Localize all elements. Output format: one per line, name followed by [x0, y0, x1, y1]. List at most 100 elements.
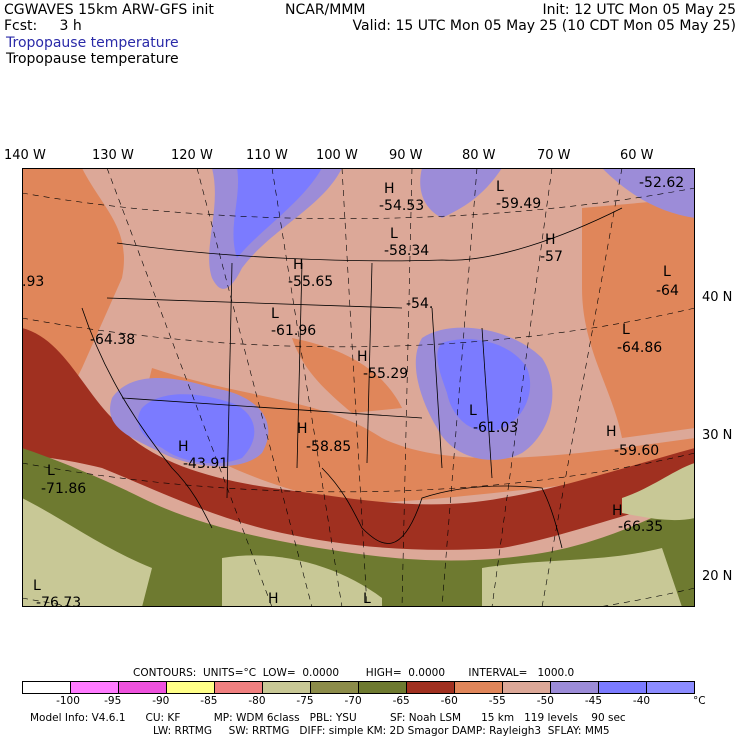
- lat-label-20n: 20 N: [702, 569, 733, 584]
- area-purple-northeast: [602, 168, 695, 218]
- legend-tick-3: -85: [200, 695, 218, 707]
- label-low-5: L: [622, 322, 630, 338]
- value-label-17: -59.60: [614, 443, 659, 459]
- legend-tick-8: -60: [440, 695, 458, 707]
- lon-label-130w: 130 W: [92, 148, 134, 163]
- label-high-6: H: [178, 439, 189, 455]
- init-time: Init: 12 UTC Mon 05 May 25: [542, 2, 736, 18]
- model-title: CGWAVES 15km ARW-GFS init: [4, 2, 214, 18]
- patch-tan-southwest: [22, 498, 152, 607]
- legend-tick-1: -95: [104, 695, 122, 707]
- label-high-7: H: [606, 424, 617, 440]
- value-label-15: -61.03: [473, 420, 518, 436]
- lon-label-140w: 140 W: [4, 148, 46, 163]
- patch-tan-south: [222, 555, 382, 607]
- lon-label-100w: 100 W: [316, 148, 358, 163]
- legend-swatch-5: [263, 682, 311, 693]
- lon-label-60w: 60 W: [620, 148, 654, 163]
- legend-swatch-13: [647, 682, 694, 693]
- area-blue-southwest: [138, 394, 255, 464]
- label-high-9: H: [268, 591, 279, 607]
- value-label-2: -59.49: [496, 196, 541, 212]
- value-label-9: -54.: [406, 296, 433, 312]
- legend-swatch-7: [359, 682, 407, 693]
- lon-label-70w: 70 W: [537, 148, 571, 163]
- value-label-5: -57: [540, 249, 563, 265]
- legend-swatch-3: [167, 682, 215, 693]
- label-low-4: L: [271, 306, 279, 322]
- value-label-12: -64.86: [617, 340, 662, 356]
- value-label-4: -58.34: [384, 243, 429, 259]
- label-low-8: L: [33, 578, 41, 594]
- legend-swatch-10: [503, 682, 551, 693]
- forecast-hour: Fcst: 3 h: [4, 18, 82, 34]
- color-legend-bar: [22, 681, 695, 694]
- value-label-7: .93: [22, 274, 44, 290]
- label-high-5: H: [297, 421, 308, 437]
- label-high-3: H: [293, 257, 304, 273]
- legend-swatch-12: [599, 682, 647, 693]
- contours-info: CONTOURS: UNITS=°C LOW= 0.0000 HIGH= 0.0…: [133, 667, 575, 679]
- lon-label-80w: 80 W: [462, 148, 496, 163]
- label-low-6: L: [469, 403, 477, 419]
- legend-swatch-8: [407, 682, 455, 693]
- value-label-11: -64.38: [90, 332, 135, 348]
- field-title-colored: Tropopause temperature: [6, 35, 179, 51]
- lon-label-110w: 110 W: [246, 148, 288, 163]
- legend-tick-10: -50: [536, 695, 554, 707]
- model-info-line2: LW: RRTMG SW: RRTMG DIFF: simple KM: 2D …: [153, 725, 610, 737]
- value-label-13: -55.29: [363, 366, 408, 382]
- value-label-18: -71.86: [41, 481, 86, 497]
- graticule: [22, 168, 695, 607]
- value-label-20: -76.73: [36, 595, 81, 607]
- value-label-8: -64: [656, 283, 679, 299]
- label-low-1: L: [496, 179, 504, 195]
- legend-tick-11: -45: [584, 695, 602, 707]
- band-orange-east: [582, 198, 695, 438]
- legend-tick-12: -40: [632, 695, 651, 707]
- legend-tick-0: -100: [56, 695, 80, 707]
- lon-label-90w: 90 W: [389, 148, 423, 163]
- value-label-14: -58.85: [306, 439, 351, 455]
- legend-tick-5: -75: [296, 695, 314, 707]
- legend-swatch-9: [455, 682, 503, 693]
- legend-tick-6: -70: [344, 695, 362, 707]
- area-blue-northwest: [233, 168, 322, 258]
- band-darkred: [22, 328, 695, 550]
- label-high-8: H: [612, 503, 623, 519]
- label-low-3: L: [663, 264, 671, 280]
- label-low-7: L: [47, 463, 55, 479]
- tropopause-temperature-map: H -54.53 L -59.49 -52.62 L -58.34 H -57 …: [22, 168, 695, 607]
- legend-swatch-4: [215, 682, 263, 693]
- value-label-19: -66.35: [618, 519, 663, 535]
- legend-swatch-2: [119, 682, 167, 693]
- legend-tick-13: °C: [693, 695, 706, 707]
- legend-tick-2: -90: [152, 695, 170, 707]
- patch-tan-atlantic: [622, 463, 695, 521]
- label-high-1: H: [384, 181, 395, 197]
- legend-swatch-1: [71, 682, 119, 693]
- source-label: NCAR/MMM: [285, 2, 366, 18]
- value-label-1: -54.53: [379, 198, 424, 214]
- value-label-16: -43.91: [183, 456, 228, 472]
- label-low-9: L: [363, 591, 371, 607]
- lat-label-30n: 30 N: [702, 428, 733, 443]
- map-frame: [22, 168, 695, 607]
- legend-tick-9: -55: [488, 695, 506, 707]
- area-purple-hudson: [420, 168, 502, 218]
- model-info-line1: Model Info: V4.6.1 CU: KF MP: WDM 6class…: [30, 712, 626, 724]
- legend-tick-7: -65: [392, 695, 410, 707]
- legend-swatch-6: [311, 682, 359, 693]
- band-orange-plains: [292, 338, 402, 413]
- value-label-10: -61.96: [271, 323, 316, 339]
- legend-swatch-11: [551, 682, 599, 693]
- boundaries: [81, 207, 623, 549]
- area-blue-midwest: [437, 339, 531, 432]
- value-label-3: -52.62: [639, 175, 684, 191]
- band-orange-south: [142, 368, 695, 503]
- lat-label-40n: 40 N: [702, 290, 733, 305]
- label-high-4: H: [357, 349, 368, 365]
- label-high-2: H: [545, 232, 556, 248]
- legend-swatch-0: [23, 682, 71, 693]
- valid-time: Valid: 15 UTC Mon 05 May 25 (10 CDT Mon …: [352, 18, 736, 34]
